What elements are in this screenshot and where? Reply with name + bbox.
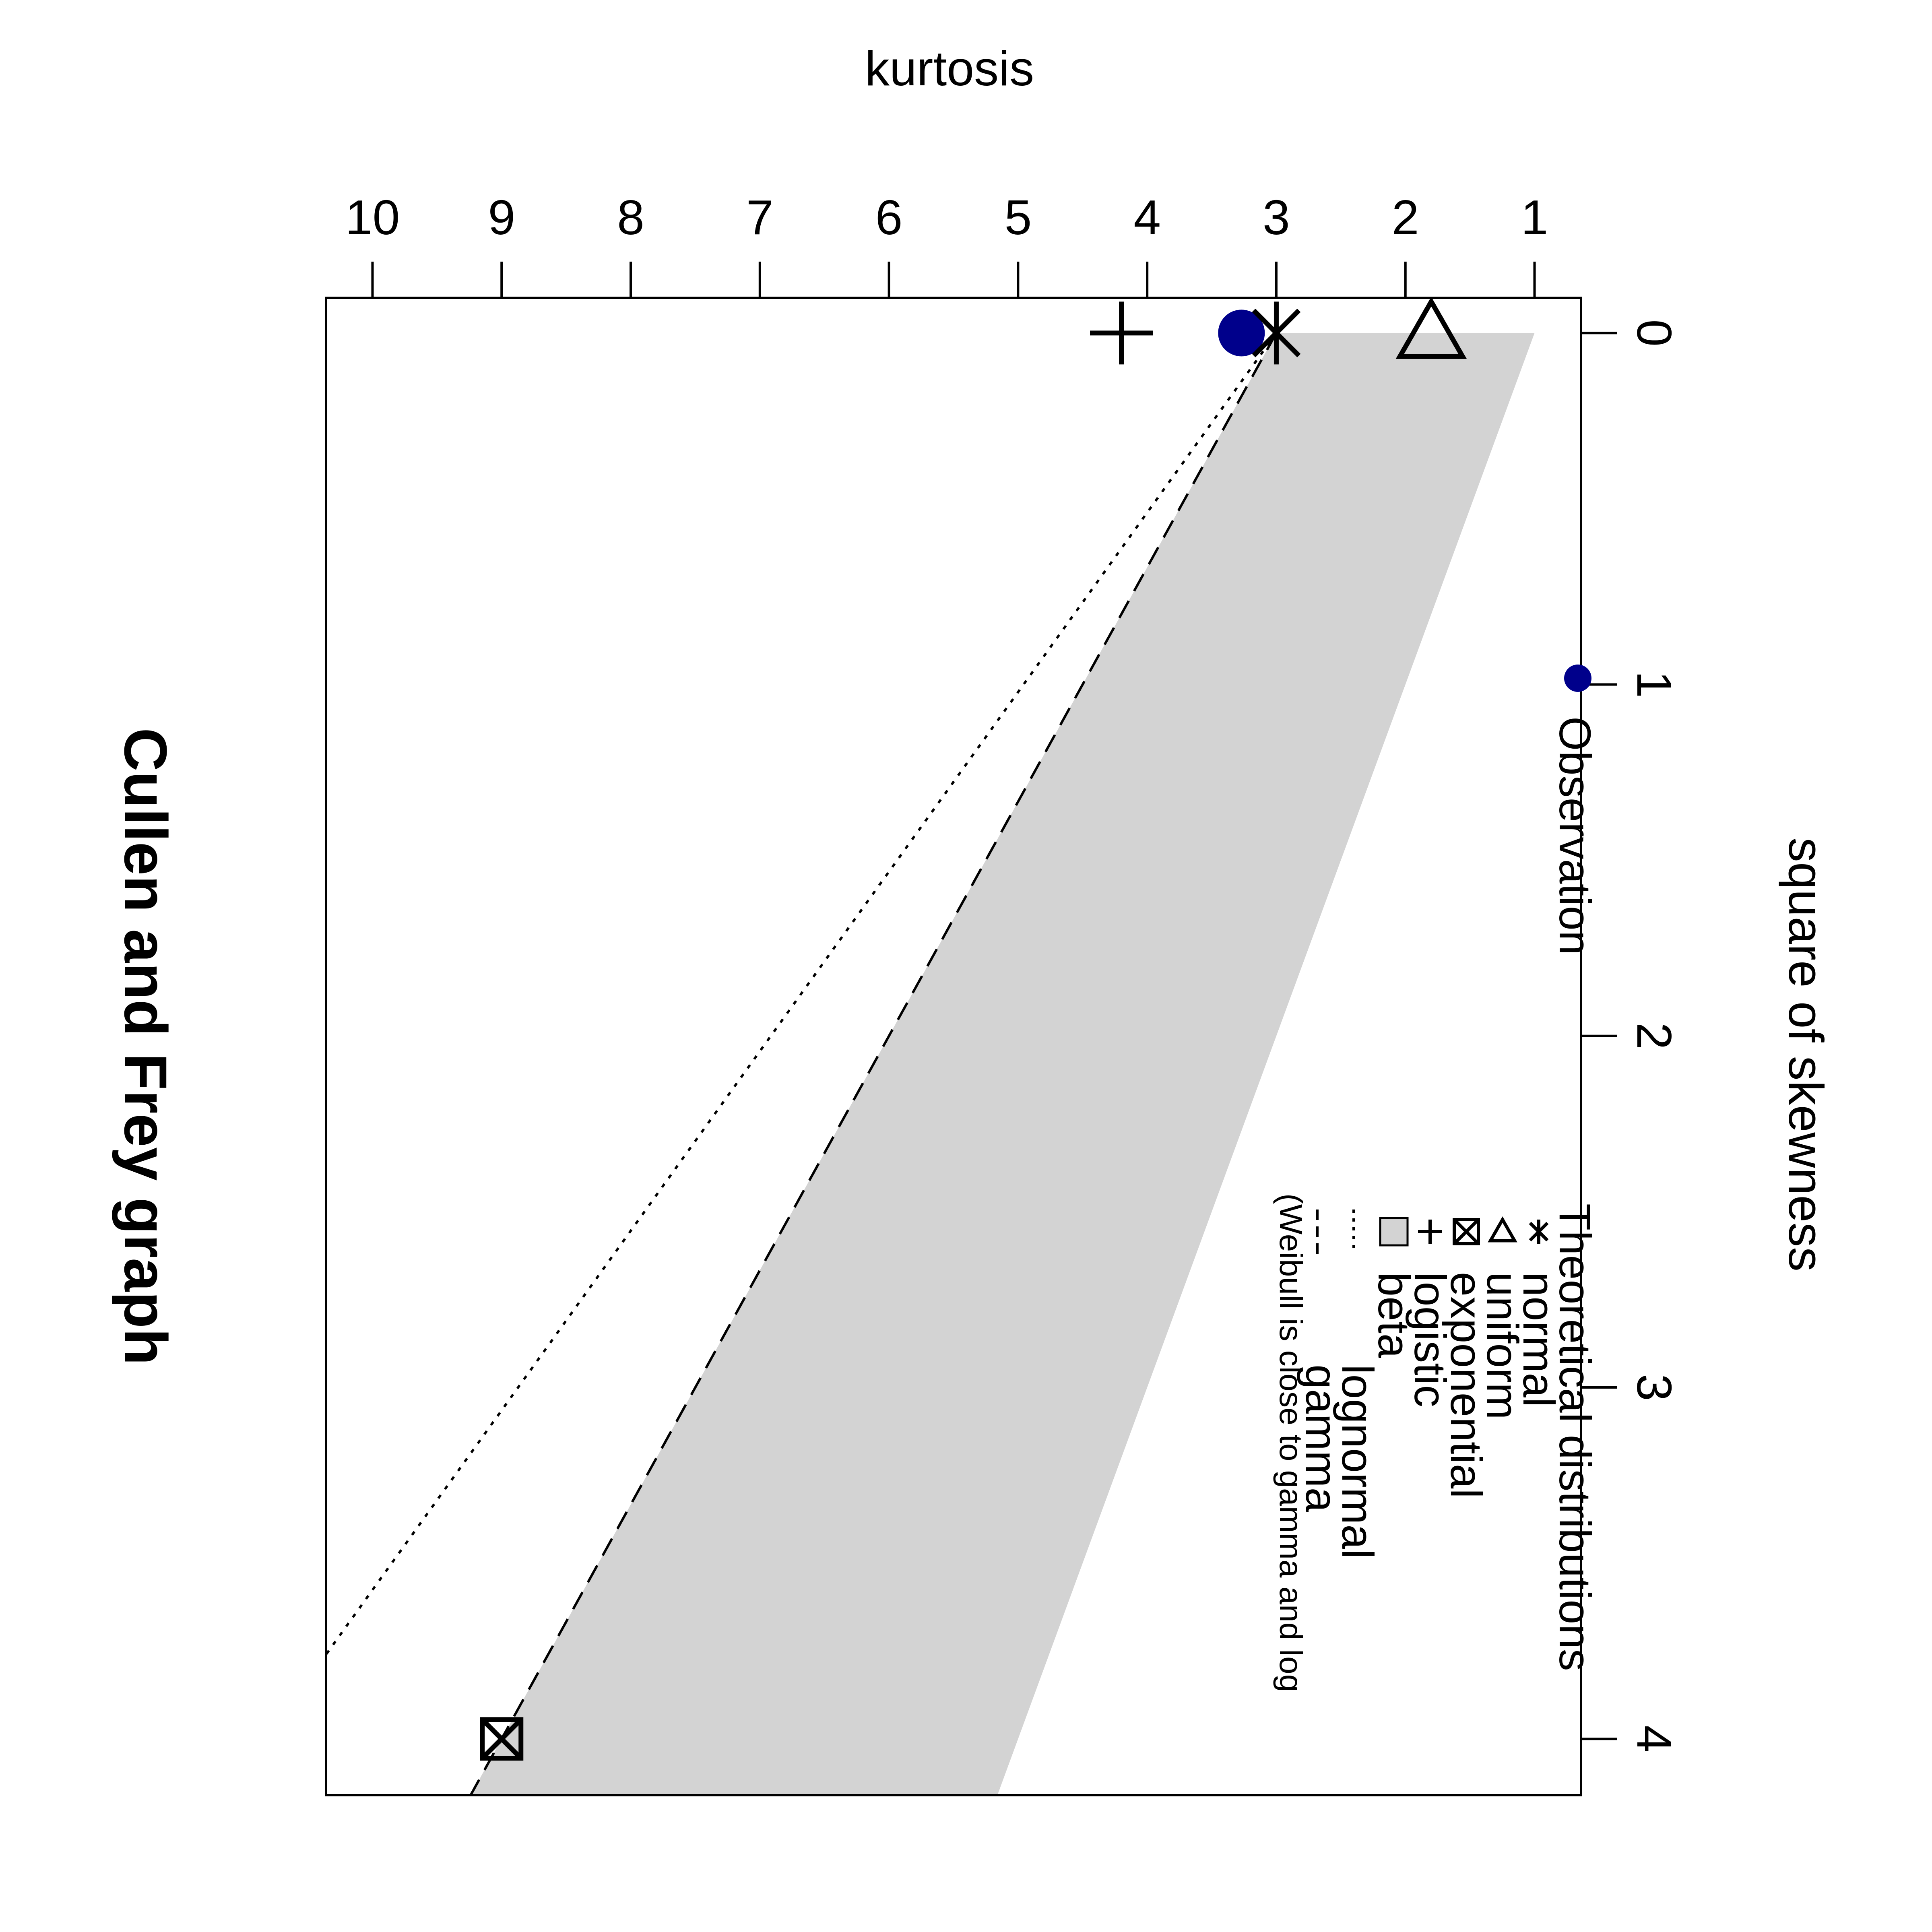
logistic-point [1090, 301, 1153, 365]
y-tick-label-10: 10 [345, 190, 400, 245]
uniform-point-shape [1395, 297, 1467, 359]
x-tick-label-4: 4 [1627, 1725, 1682, 1752]
legend-exponential-key-d2 [1453, 1218, 1480, 1245]
theoretical-distributions-legend: Theoretical distributionsnormaluniformex… [1273, 1193, 1600, 1692]
beta-region [471, 333, 1535, 1795]
rotated-plot-group: 0 1 2 3 4 10 9 8 7 6 5 4 3 2 1 Cullen and Frey graph s… [112, 41, 1833, 1796]
beta-region-layer [471, 333, 1535, 1795]
legend-beta-key-box [1379, 1217, 1409, 1247]
legend-exponential-label: exponential [1441, 1272, 1491, 1499]
uniform-point [1395, 297, 1467, 359]
y-tick-label-5: 5 [1004, 190, 1032, 245]
legend-uniform-key [1488, 1216, 1517, 1243]
y-tick-label-3: 3 [1263, 190, 1290, 245]
legend-normal-label: normal [1514, 1272, 1563, 1407]
legend-normal-key [1529, 1220, 1549, 1244]
distribution-points-layer [480, 297, 1467, 1761]
y-axis-label: kurtosis [865, 41, 1034, 96]
x-tick-label-2: 2 [1627, 1022, 1682, 1050]
legend-theoretical-title: Theoretical distributions [1550, 1203, 1600, 1671]
legend-logistic-key [1418, 1220, 1442, 1244]
observation-point [1218, 310, 1265, 357]
y-tick-label-4: 4 [1133, 190, 1161, 245]
exponential-point-box [480, 1717, 524, 1761]
y-tick-label-7: 7 [746, 190, 774, 245]
normal-point-d2 [1252, 308, 1301, 357]
normal-point [1252, 301, 1301, 365]
legend-weibull-note: (Weibull is close to gamma and log [1273, 1193, 1309, 1692]
plot-area-frame [325, 297, 1582, 1796]
axes-layer: 0 1 2 3 4 10 9 8 7 6 5 4 3 2 1 [345, 190, 1682, 1752]
y-tick-label-1: 1 [1521, 190, 1548, 245]
legend-beta-label: beta [1369, 1272, 1418, 1358]
y-tick-label-6: 6 [875, 190, 903, 245]
lognormal-line [325, 332, 1278, 1655]
exponential-point [480, 1717, 524, 1761]
distribution-lines-layer [325, 332, 1278, 1796]
observation-legend: Observation [1550, 665, 1600, 955]
chart-title: Cullen and Frey graph [112, 728, 180, 1365]
x-tick-label-0: 0 [1627, 319, 1682, 347]
legend-observation-label: Observation [1550, 716, 1600, 955]
y-tick-label-9: 9 [488, 190, 515, 245]
gamma-line [469, 332, 1278, 1796]
legend-logistic-label: logistic [1405, 1272, 1455, 1407]
legend-observation-marker [1564, 665, 1591, 692]
legend-normal-key-d2 [1529, 1222, 1549, 1242]
legend-gamma-label: gamma [1296, 1364, 1346, 1513]
y-tick-label-8: 8 [617, 190, 644, 245]
legend-beta-key [1379, 1217, 1409, 1247]
x-tick-label-1: 1 [1627, 671, 1682, 698]
exponential-point-d2 [481, 1718, 523, 1760]
x-axis-label: square of skewness [1779, 838, 1833, 1271]
y-tick-label-2: 2 [1392, 190, 1419, 245]
legend-uniform-key-shape [1488, 1216, 1517, 1243]
x-tick-label-3: 3 [1627, 1374, 1682, 1401]
legend-uniform-label: uniform [1478, 1272, 1527, 1420]
legend-exponential-key-box [1453, 1218, 1480, 1245]
legend-exponential-key [1453, 1218, 1480, 1245]
legend-lognormal-label: lognormal [1333, 1364, 1382, 1559]
